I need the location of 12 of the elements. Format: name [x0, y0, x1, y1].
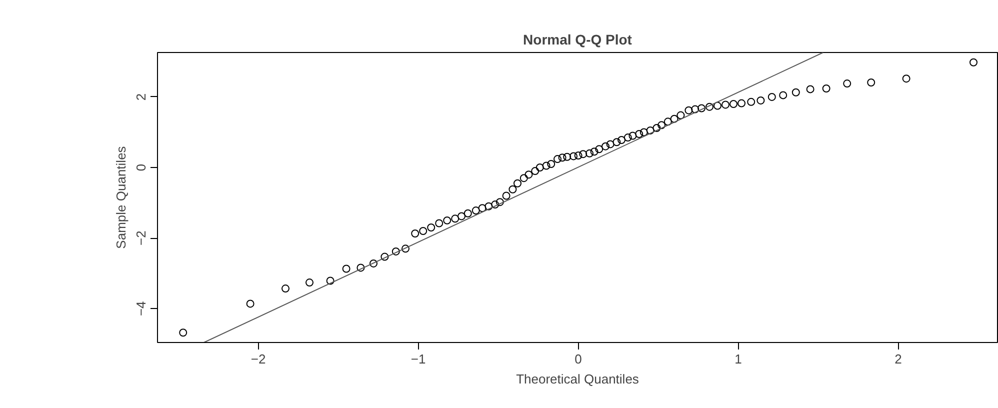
x-tick-label: 2 [894, 352, 902, 366]
y-tick-label: −4 [134, 301, 148, 316]
y-tick-label: −2 [134, 230, 148, 246]
x-tick-label: 1 [734, 352, 742, 366]
x-tick-label: −2 [250, 352, 266, 366]
y-tick-label: 2 [134, 93, 148, 101]
chart-title: Normal Q-Q Plot [523, 32, 632, 48]
x-tick-label: 0 [574, 352, 582, 366]
y-tick-label: 0 [134, 164, 148, 172]
x-tick-label: −1 [410, 352, 426, 366]
y-axis-title: Sample Quantiles [114, 146, 128, 249]
x-axis-title: Theoretical Quantiles [516, 372, 640, 386]
